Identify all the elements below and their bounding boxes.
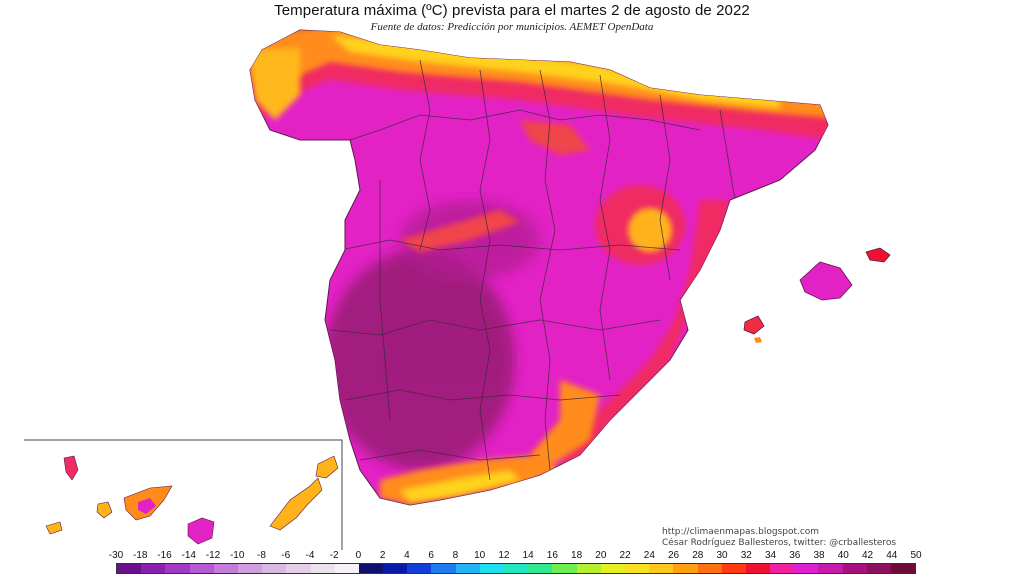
- legend-tick-label: 26: [668, 550, 680, 561]
- legend-tick-label: -18: [133, 550, 148, 561]
- balearic-islands: [743, 247, 891, 343]
- author-credit: César Rodríguez Ballesteros, twitter: @c…: [662, 538, 897, 548]
- legend-swatch: [407, 564, 432, 573]
- legend-tick-label: 10: [474, 550, 486, 561]
- legend-tick-label: 28: [692, 550, 704, 561]
- legend-swatch: [431, 564, 456, 573]
- legend-tick-label: 6: [428, 550, 434, 561]
- legend-tick-label: 0: [355, 550, 362, 561]
- legend-swatch: [552, 564, 577, 573]
- legend-tick-label: 18: [571, 550, 583, 561]
- legend-swatch: [649, 564, 674, 573]
- legend-swatch: [504, 564, 529, 573]
- legend-swatch: [237, 564, 263, 573]
- legend-labels: -30 -18 -16 -14 -12 -10 -8 -6 -4 -2 0 2 4 6 8 10 12 14 16 1…: [104, 550, 924, 562]
- legend-swatch: [165, 564, 190, 573]
- legend-tick-label: 2: [379, 550, 386, 561]
- canary-islands-inset: [24, 439, 343, 550]
- legend-tick-label: -12: [205, 550, 221, 561]
- legend-swatch: [721, 564, 746, 573]
- legend-tick-label: 42: [861, 550, 874, 561]
- legend-tick-label: 8: [452, 550, 459, 561]
- legend-swatch: [794, 564, 819, 573]
- legend-swatch: [455, 564, 480, 573]
- legend-tick-label: -6: [281, 550, 291, 561]
- legend-tick-label: -16: [157, 550, 172, 561]
- legend-color-scale: [116, 563, 916, 574]
- legend-swatch: [528, 564, 553, 573]
- legend-swatch: [286, 564, 311, 573]
- legend-tick-label: -4: [305, 550, 315, 561]
- legend-tick-label: -14: [181, 550, 196, 561]
- legend-swatch: [141, 564, 166, 573]
- legend-tick-label: -8: [257, 550, 266, 561]
- legend-swatch: [697, 564, 722, 573]
- legend-swatch: [262, 564, 287, 573]
- legend-swatch: [745, 564, 771, 573]
- legend-swatch: [310, 564, 335, 573]
- legend-tick-label: 22: [619, 550, 631, 561]
- legend-tick-label: 20: [595, 550, 607, 561]
- legend-swatch: [673, 564, 698, 573]
- legend-swatch: [479, 564, 504, 573]
- legend-swatch: [891, 564, 916, 573]
- legend-tick-label: 40: [837, 550, 849, 561]
- legend-tick-label: 50: [910, 550, 922, 561]
- legend-swatch: [842, 564, 867, 573]
- legend-tick-label: -2: [329, 550, 339, 561]
- legend-swatch: [189, 564, 214, 573]
- legend-swatch: [383, 564, 408, 573]
- mainland-spain: [249, 29, 829, 506]
- legend-swatch: [576, 564, 601, 573]
- legend-swatch: [818, 564, 843, 573]
- map-title: Temperatura máxima (ºC) prevista para el…: [274, 2, 750, 19]
- legend-swatch: [358, 564, 384, 573]
- legend-swatch: [117, 564, 142, 573]
- map-subtitle: Fuente de datos: Predicción por municipi…: [370, 21, 654, 33]
- legend-swatch: [770, 564, 795, 573]
- legend-tick-label: 24: [643, 550, 655, 561]
- legend-tick-label: 12: [498, 550, 510, 561]
- legend-tick-label: 36: [789, 550, 801, 561]
- legend-tick-label: 34: [764, 550, 777, 561]
- legend-tick-label: 30: [716, 550, 728, 561]
- legend-swatch: [600, 564, 625, 573]
- credits: http://climaenmapas.blogspot.com César R…: [662, 527, 896, 549]
- legend-tick-label: -10: [229, 550, 245, 561]
- legend-tick-label: 14: [522, 550, 534, 561]
- blog-credit: http://climaenmapas.blogspot.com: [662, 527, 820, 537]
- legend-swatch: [866, 564, 891, 573]
- legend-swatch: [213, 564, 238, 573]
- legend-tick-label: 4: [404, 550, 410, 561]
- legend-swatch: [624, 564, 650, 573]
- legend-tick-label: 16: [546, 550, 558, 561]
- legend-swatch: [334, 564, 359, 573]
- legend-tick-label: 32: [740, 550, 752, 561]
- legend-tick-label: -30: [108, 550, 124, 561]
- legend-tick-label: 38: [813, 550, 825, 561]
- legend-tick-label: 44: [886, 550, 898, 561]
